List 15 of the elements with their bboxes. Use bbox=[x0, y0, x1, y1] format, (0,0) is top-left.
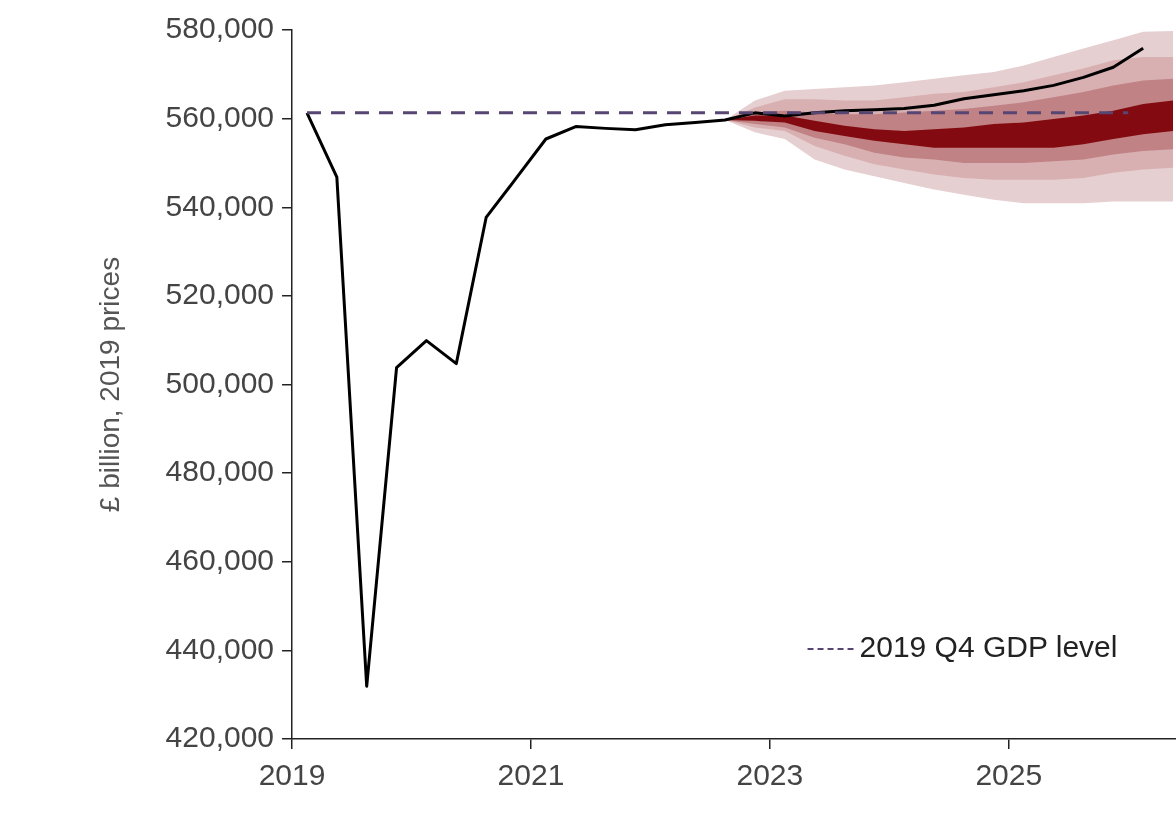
y-tick-label: 480,000 bbox=[165, 454, 275, 488]
y-tick-label: 580,000 bbox=[165, 11, 275, 45]
x-tick-label: 2023 bbox=[736, 758, 804, 792]
x-tick-label: 2021 bbox=[497, 758, 565, 792]
y-tick-label: 500,000 bbox=[165, 365, 275, 399]
y-tick-label: 440,000 bbox=[165, 631, 275, 665]
x-tick-label: 2025 bbox=[975, 758, 1043, 792]
y-tick-label: 540,000 bbox=[165, 188, 275, 222]
y-tick-label: 560,000 bbox=[165, 99, 275, 133]
y-axis-title: £ billion, 2019 prices bbox=[93, 256, 125, 513]
y-tick-label: 460,000 bbox=[165, 543, 275, 577]
y-tick-label: 420,000 bbox=[165, 720, 275, 754]
y-tick-label: 520,000 bbox=[165, 277, 275, 311]
legend-label: 2019 Q4 GDP level bbox=[859, 630, 1118, 664]
x-tick-label: 2019 bbox=[258, 758, 326, 792]
